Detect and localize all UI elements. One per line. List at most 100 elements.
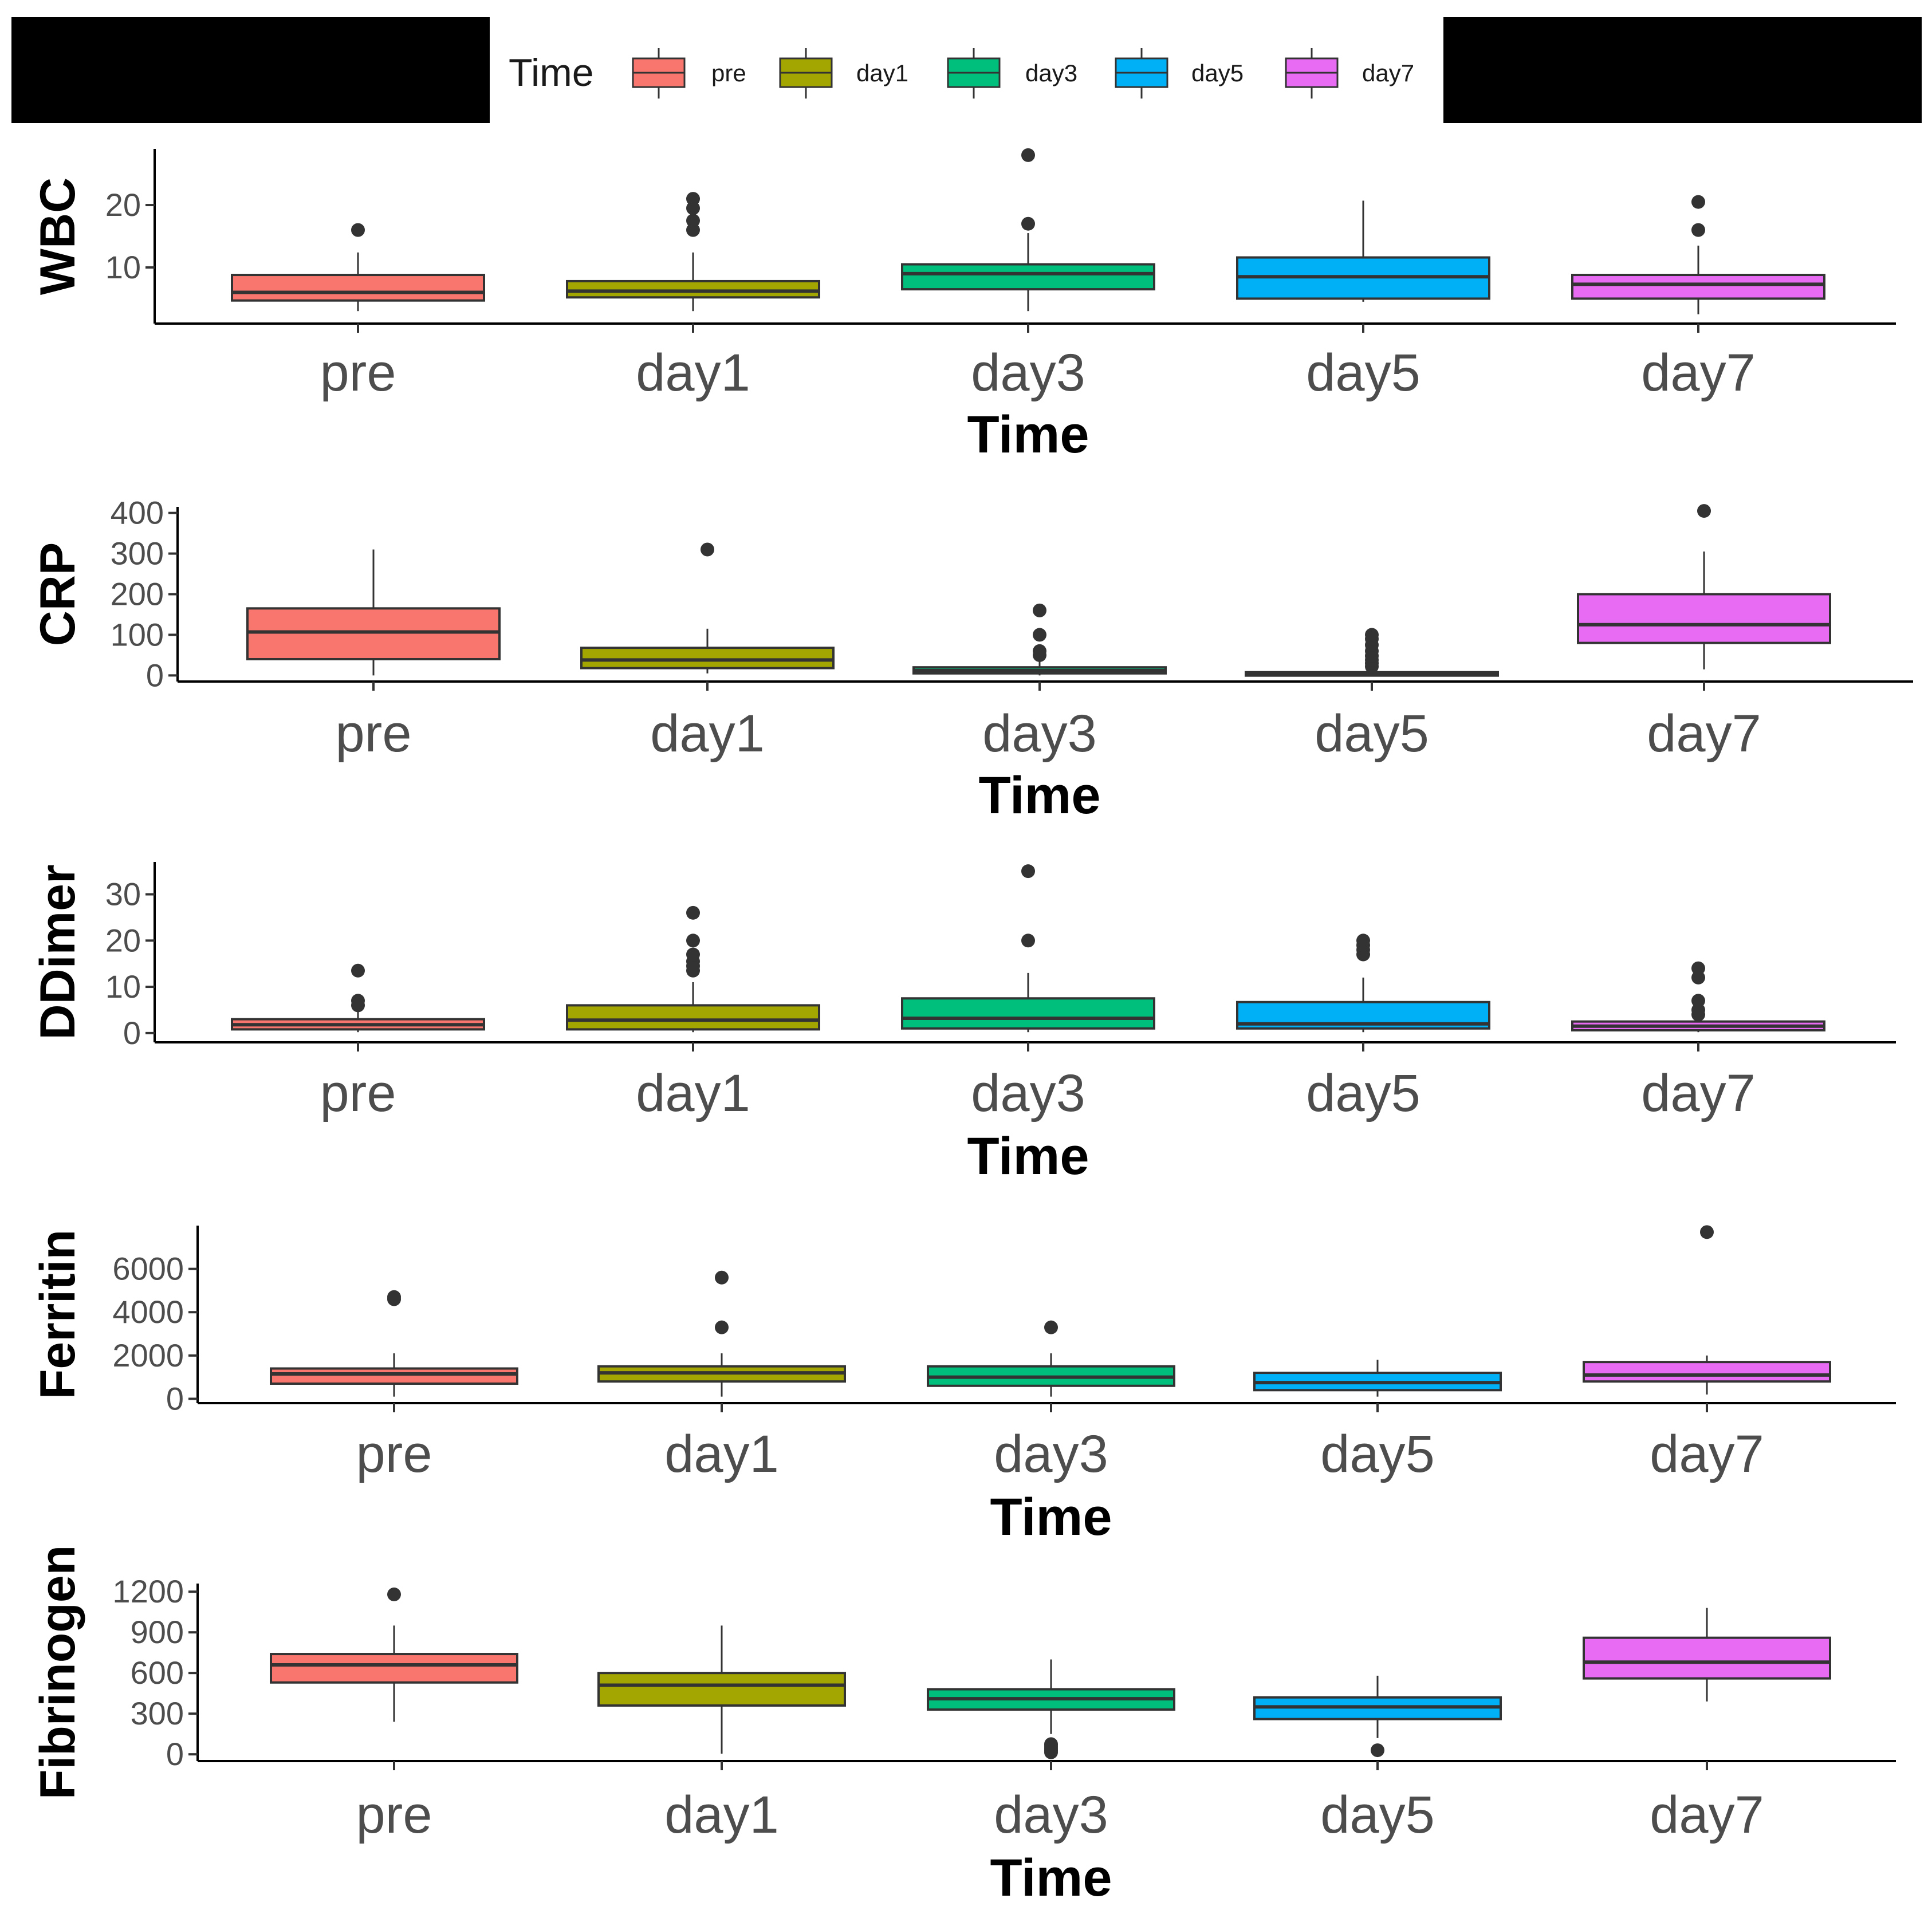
ddimer-day5-x-tick-label: day5 — [1306, 1064, 1421, 1123]
fibrinogen-day5-outlier-point — [1371, 1743, 1384, 1758]
ddimer-day1-outlier-point — [686, 905, 700, 920]
ferritin-day7-box — [1583, 1361, 1831, 1383]
crp-day1-outlier-point — [701, 542, 714, 557]
fibrinogen-y-tick-label: 0 — [166, 1736, 184, 1772]
crp-day3-outlier-point — [1033, 628, 1046, 642]
crp-pre-x-tick-label: pre — [336, 704, 412, 763]
ddimer-day1-box — [566, 1004, 820, 1031]
fibrinogen-day1-box — [597, 1672, 846, 1707]
ferritin-x-axis-title: Time — [990, 1488, 1112, 1546]
ferritin-y-tick-label: 0 — [166, 1380, 184, 1416]
crp-day7-x-tick-label: day7 — [1647, 704, 1761, 763]
ferritin-day3-outlier-point — [1044, 1320, 1058, 1334]
wbc-pre-outlier-point — [351, 223, 365, 237]
ferritin-day1-outlier-point — [715, 1270, 729, 1285]
wbc-pre-box — [231, 274, 485, 302]
wbc-day3-box — [901, 263, 1155, 291]
legend-label-day5: day5 — [1191, 60, 1244, 86]
ferritin-day1-x-tick-label: day1 — [664, 1425, 779, 1483]
ddimer-day1-x-tick-label: day1 — [636, 1064, 750, 1123]
ddimer-day3-x-tick-label: day3 — [971, 1064, 1085, 1123]
ddimer-day1-outlier-point — [686, 934, 700, 948]
ferritin-day1-outlier-point — [715, 1320, 729, 1334]
legend-label-day7: day7 — [1362, 60, 1414, 86]
crp-day5-outlier-point — [1365, 628, 1379, 642]
legend-label-pre: pre — [711, 60, 746, 86]
wbc-y-tick-label: 10 — [105, 249, 141, 285]
wbc-day1-x-tick-label: day1 — [636, 344, 750, 402]
ferritin-pre-outlier-point — [387, 1290, 401, 1304]
ddimer-y-tick-label: 0 — [123, 1015, 141, 1051]
ddimer-day7-outlier-point — [1691, 994, 1705, 1008]
wbc-x-axis-title: Time — [967, 405, 1089, 464]
crp-y-tick-label: 100 — [111, 616, 164, 652]
ddimer-day7-outlier-point — [1691, 961, 1705, 975]
fibrinogen-x-axis-title: Time — [990, 1849, 1112, 1907]
wbc-day1-outlier-point — [686, 192, 700, 206]
fibrinogen-y-tick-label: 600 — [131, 1655, 184, 1691]
crp-pre-box — [246, 607, 501, 660]
ferritin-y-axis-title: Ferritin — [30, 1230, 85, 1399]
ddimer-y-tick-label: 10 — [105, 968, 141, 1005]
ddimer-y-tick-label: 30 — [105, 876, 141, 912]
ferritin-pre-x-tick-label: pre — [356, 1425, 432, 1483]
ddimer-pre-x-tick-label: pre — [320, 1064, 396, 1123]
fibrinogen-day7-x-tick-label: day7 — [1650, 1786, 1764, 1844]
crp-y-tick-label: 300 — [111, 535, 164, 572]
wbc-y-tick-label: 20 — [105, 187, 141, 223]
ferritin-y-tick-label: 2000 — [112, 1337, 184, 1373]
wbc-day3-x-tick-label: day3 — [971, 344, 1085, 402]
legend: Time pre day1 day3 day5 day7 — [509, 48, 1414, 99]
ddimer-day7-x-tick-label: day7 — [1641, 1064, 1756, 1123]
crp-day1-box — [580, 647, 835, 669]
fibrinogen-day5-x-tick-label: day5 — [1320, 1786, 1435, 1844]
legend-keys: pre day1 day3 day5 day7 — [632, 48, 1414, 99]
ddimer-day3-outlier-point — [1021, 934, 1035, 948]
crp-y-tick-label: 400 — [111, 495, 164, 531]
crp-y-tick-label: 200 — [111, 576, 164, 612]
wbc-day3-outlier-point — [1021, 148, 1035, 162]
redaction-bar-left — [11, 17, 490, 123]
wbc-day7-outlier-point — [1691, 195, 1705, 209]
fibrinogen-y-tick-label: 900 — [131, 1614, 184, 1650]
wbc-day1-outlier-point — [686, 214, 700, 228]
fibrinogen-y-axis-title: Fibrinogen — [30, 1545, 85, 1799]
legend-label-day3: day3 — [1025, 60, 1077, 86]
wbc-day5-x-tick-label: day5 — [1306, 344, 1421, 402]
crp-day5-x-tick-label: day5 — [1315, 704, 1429, 763]
wbc-day7-box — [1571, 274, 1825, 300]
fibrinogen-panel: 0 300 600 900 1200 Fibrinogen Time pre day1 day3 d… — [30, 1545, 1896, 1907]
ferritin-y-tick-label: 6000 — [112, 1251, 184, 1287]
wbc-panel: 10 20 WBC Time pre day1 day3 day5 day7 — [30, 148, 1896, 464]
ferritin-day7-x-tick-label: day7 — [1650, 1425, 1764, 1483]
crp-day7-outlier-point — [1697, 504, 1711, 518]
wbc-y-axis-title: WBC — [30, 178, 85, 295]
ferritin-day7-outlier-point — [1700, 1225, 1714, 1239]
ddimer-pre-outlier-point — [351, 963, 365, 978]
crp-day3-outlier-point — [1033, 644, 1046, 658]
fibrinogen-day1-x-tick-label: day1 — [664, 1786, 779, 1844]
ferritin-day3-x-tick-label: day3 — [994, 1425, 1108, 1483]
legend-label-day1: day1 — [856, 60, 908, 86]
wbc-pre-x-tick-label: pre — [320, 344, 396, 402]
fibrinogen-y-tick-label: 300 — [131, 1695, 184, 1731]
fibrinogen-y-tick-label: 1200 — [112, 1573, 184, 1609]
legend-title: Time — [509, 51, 594, 94]
crp-x-axis-title: Time — [978, 766, 1100, 825]
wbc-day7-outlier-point — [1691, 223, 1705, 237]
ddimer-day5-outlier-point — [1356, 934, 1370, 948]
ferritin-day5-x-tick-label: day5 — [1320, 1425, 1435, 1483]
crp-day3-x-tick-label: day3 — [982, 704, 1097, 763]
redaction-bar-right — [1443, 17, 1922, 123]
ferritin-pre-box — [270, 1367, 518, 1385]
crp-panel: 0 100 200 300 400 CRP Time pre day1 day3 day5 day7 — [30, 495, 1913, 825]
ddimer-day3-outlier-point — [1021, 864, 1035, 879]
crp-y-axis-title: CRP — [30, 542, 85, 647]
ferritin-panel: 0 2000 4000 6000 Ferritin Time pre day1 day3 day5… — [30, 1225, 1896, 1546]
crp-day3-outlier-point — [1033, 603, 1046, 617]
ddimer-y-axis-title: DDimer — [30, 865, 85, 1040]
ddimer-x-axis-title: Time — [967, 1127, 1089, 1186]
fibrinogen-pre-outlier-point — [387, 1587, 401, 1601]
